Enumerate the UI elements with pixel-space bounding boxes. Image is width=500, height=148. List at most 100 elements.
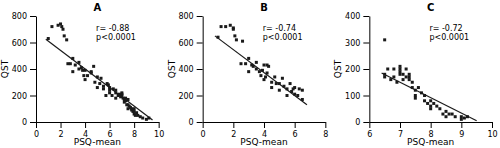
tick-mark (30, 122, 36, 123)
axis-line (203, 17, 204, 123)
point (133, 107, 136, 110)
point (426, 102, 429, 105)
point (232, 28, 235, 31)
plot-area (46, 22, 153, 120)
point (50, 25, 53, 28)
y-axis-label: QST (167, 59, 177, 78)
tick-mark (30, 43, 36, 44)
point (293, 86, 296, 89)
panel: 024680200400600800BPSQ-meanQSTr= -0.74p<… (167, 2, 329, 147)
tick: 400 (178, 65, 202, 74)
point (92, 65, 95, 68)
tick: 600 (12, 39, 36, 48)
axis-line (37, 122, 160, 123)
point (408, 78, 411, 81)
annotation: r= -0.74p<0.0001 (263, 24, 303, 42)
tick-mark (325, 122, 326, 128)
tick-mark (203, 122, 204, 128)
tick: 200 (178, 92, 202, 101)
x-axis-label: PSQ-mean (240, 137, 287, 147)
tick-label: 10 (487, 130, 497, 139)
point (383, 75, 386, 78)
tick-label: 0 (34, 130, 39, 139)
tick-label: 400 (178, 65, 193, 74)
point (84, 78, 87, 81)
point (399, 65, 402, 68)
point (255, 61, 258, 64)
point (408, 73, 411, 76)
point (69, 62, 72, 65)
tick-mark (197, 43, 203, 44)
tick-label: 6 (367, 130, 372, 139)
tick: 6 (367, 122, 372, 139)
point (96, 86, 99, 89)
point (63, 34, 66, 37)
tick-label: 8 (323, 130, 328, 139)
point (408, 75, 411, 78)
x-axis-label: PSQ-mean (407, 137, 454, 147)
point (435, 105, 438, 108)
tick-mark (431, 122, 432, 128)
tick-mark (363, 43, 369, 44)
tick-mark (197, 122, 203, 123)
tick: 10 (487, 122, 497, 139)
point (383, 38, 386, 41)
tick-label: 7 (398, 130, 403, 139)
annotation-line: p<0.0001 (263, 33, 303, 42)
point (298, 87, 301, 90)
point (441, 113, 444, 116)
tick-label: 6 (293, 130, 298, 139)
tick: 8 (323, 122, 328, 139)
point (82, 74, 85, 77)
point (65, 38, 68, 41)
point (102, 85, 105, 88)
point (86, 74, 89, 77)
tick-label: 800 (12, 12, 27, 21)
x-axis-label: PSQ-mean (74, 137, 121, 147)
point (241, 40, 244, 43)
annotation: r= -0.88p<0.0001 (96, 24, 136, 42)
tick-mark (264, 122, 265, 128)
point (264, 75, 267, 78)
tick-label: 300 (345, 39, 360, 48)
tick-mark (61, 122, 62, 128)
tick: 9 (459, 122, 464, 139)
tick-mark (30, 96, 36, 97)
y-axis-label: QST (333, 59, 343, 78)
point (289, 82, 292, 85)
tick-label: 10 (154, 130, 164, 139)
point (98, 82, 101, 85)
point (405, 75, 408, 78)
point (405, 68, 408, 71)
point (399, 73, 402, 76)
y-axis: 0200400600800 (178, 12, 203, 127)
point (111, 94, 114, 97)
point (454, 115, 457, 118)
point (417, 86, 420, 89)
point (273, 75, 276, 78)
point (432, 102, 435, 105)
point (411, 81, 414, 84)
annotation-line: r= -0.72 (429, 24, 462, 33)
point (244, 62, 247, 65)
tick-mark (85, 122, 86, 128)
y-axis: 0100200300400 (345, 12, 370, 127)
point (93, 81, 96, 84)
point (278, 89, 281, 92)
tick: 0 (201, 122, 206, 139)
tick: 600 (178, 39, 202, 48)
point (247, 57, 250, 60)
point (71, 70, 74, 73)
tick-mark (369, 122, 370, 128)
point (267, 65, 270, 68)
point (281, 77, 284, 80)
point (301, 89, 304, 92)
tick: 0 (355, 118, 369, 127)
annotation-line: r= -0.74 (263, 24, 296, 33)
tick-label: 2 (58, 130, 63, 139)
tick-label: 9 (459, 130, 464, 139)
point (402, 73, 405, 76)
tick-mark (492, 122, 493, 128)
figure: 02468100200400600800APSQ-meanQSTr= -0.88… (0, 0, 500, 148)
point (399, 68, 402, 71)
